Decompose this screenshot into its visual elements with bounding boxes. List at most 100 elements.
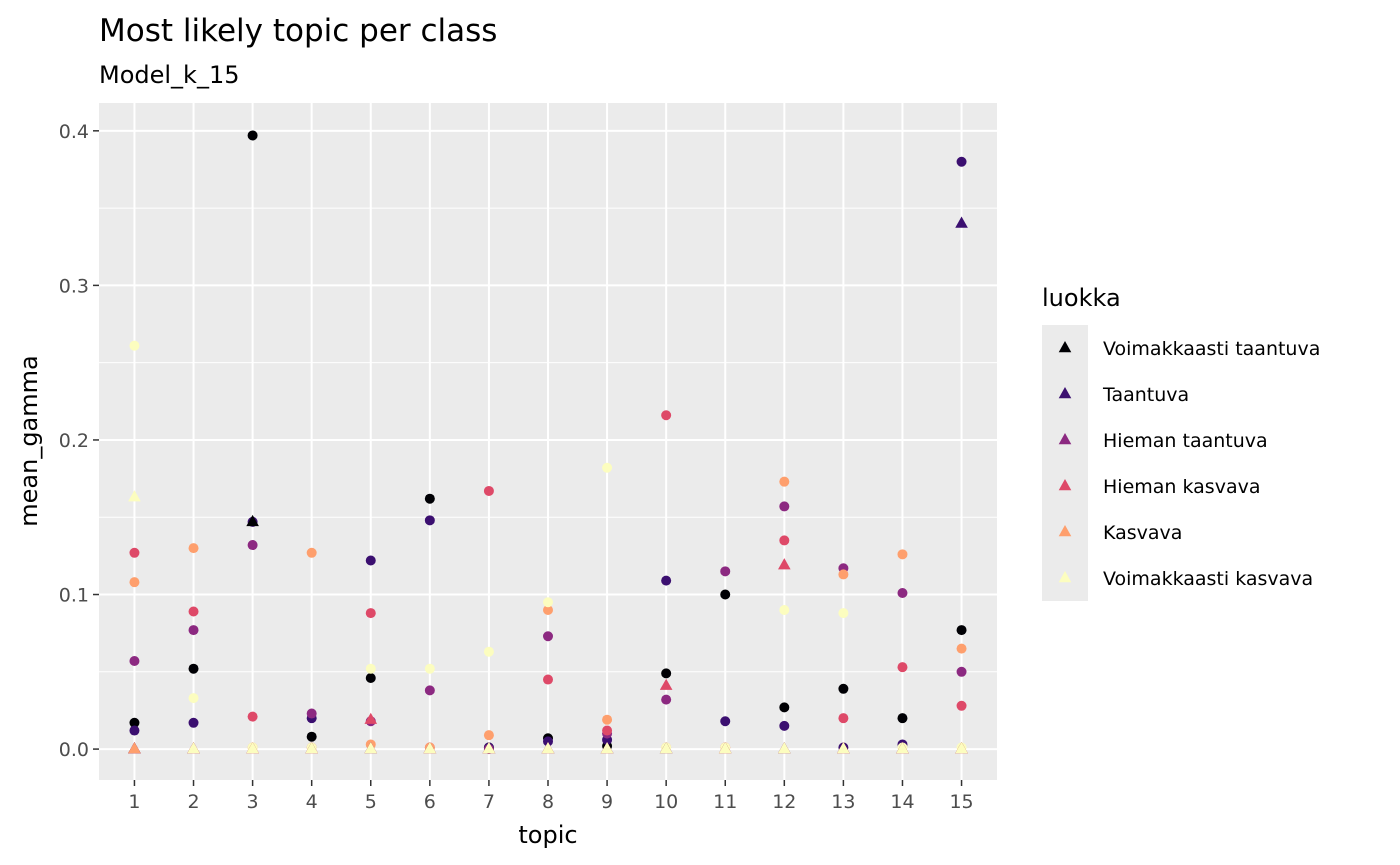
data-point-triangle [778, 742, 791, 754]
data-point-triangle [955, 742, 968, 754]
data-point-circle [838, 713, 849, 724]
y-tick-label: 0.3 [59, 275, 89, 297]
legend-title: luokka [1042, 284, 1121, 312]
chart-title: Most likely topic per class [99, 13, 497, 49]
x-tick-label: 7 [483, 791, 495, 813]
legend-label: Taantuva [1102, 384, 1189, 406]
data-point-circle [602, 714, 613, 725]
data-point-triangle [482, 742, 496, 754]
data-point-triangle [305, 742, 318, 754]
data-point-circle [365, 608, 376, 619]
data-point-circle [897, 549, 908, 560]
data-point-circle [956, 666, 967, 677]
data-point-triangle [896, 742, 909, 754]
data-point-circle [838, 569, 849, 580]
y-axis-title: mean_gamma [15, 355, 43, 526]
data-point-circle [779, 501, 790, 512]
x-tick-label: 12 [772, 791, 796, 813]
data-point-circle [897, 662, 908, 673]
legend-label: Voimakkaasti kasvava [1103, 568, 1313, 590]
data-point-circle [956, 156, 967, 167]
legend-key-triangle [1058, 387, 1072, 399]
data-point-circle [779, 604, 790, 615]
data-point-circle [838, 683, 849, 694]
data-point-circle [779, 535, 790, 546]
data-point-circle [129, 340, 140, 351]
x-tick-label: 9 [601, 791, 613, 813]
data-point-circle [602, 725, 613, 736]
data-point-circle [424, 493, 435, 504]
data-point-circle [661, 575, 672, 586]
data-point-circle [661, 668, 672, 679]
data-point-circle [424, 515, 435, 526]
data-point-circle [188, 663, 199, 674]
legend: luokka Voimakkaasti taantuva Taantuva Hiem… [1042, 284, 1320, 601]
data-point-circle [956, 643, 967, 654]
data-point-circle [956, 625, 967, 636]
data-point-circle [247, 711, 258, 722]
data-point-circle [483, 646, 494, 657]
data-point-triangle [246, 514, 259, 527]
y-tick-label: 0.1 [59, 585, 89, 607]
x-tick-label: 3 [247, 791, 259, 813]
legend-label: Hieman kasvava [1103, 476, 1260, 498]
data-point-circle [543, 631, 553, 642]
data-point-circle [247, 540, 258, 551]
data-point-circle [306, 547, 317, 558]
data-point-circle [306, 731, 317, 742]
data-point-triangle [718, 742, 732, 754]
data-point-circle [838, 608, 849, 619]
data-point-circle [543, 674, 553, 685]
x-tick-label: 11 [713, 791, 737, 813]
data-point-circle [188, 717, 199, 728]
data-point-circle [129, 725, 140, 736]
data-point-triangle [364, 712, 378, 724]
legend-key-triangle [1058, 341, 1072, 353]
data-points [128, 130, 968, 755]
y-axis: 0.0 0.1 0.2 0.3 0.4 [59, 121, 99, 761]
data-point-circle [306, 708, 317, 719]
data-point-triangle [128, 490, 141, 502]
x-axis-title: topic [518, 821, 577, 849]
x-tick-label: 4 [306, 791, 318, 813]
data-point-circle [543, 604, 553, 615]
data-point-circle [365, 663, 376, 674]
data-point-circle [129, 655, 140, 666]
data-point-circle [188, 693, 199, 704]
data-point-circle [129, 717, 140, 728]
x-tick-label: 14 [890, 791, 914, 813]
data-point-circle [129, 577, 140, 588]
data-point-circle [365, 555, 376, 566]
data-point-triangle [600, 742, 614, 754]
data-point-circle [483, 730, 494, 741]
data-point-circle [779, 702, 790, 713]
data-point-triangle [837, 742, 850, 754]
data-point-triangle [128, 742, 141, 754]
data-point-circle [129, 547, 140, 558]
legend-key-triangle [1058, 433, 1072, 445]
x-axis: 1 2 3 4 5 6 7 8 9 10 11 12 13 14 15 [128, 780, 974, 813]
data-point-circle [247, 130, 258, 141]
data-point-circle [720, 589, 731, 600]
legend-label: Hieman taantuva [1103, 430, 1268, 452]
data-point-circle [365, 672, 376, 683]
data-point-triangle [364, 742, 378, 754]
x-tick-label: 5 [365, 791, 377, 813]
data-point-circle [543, 597, 553, 608]
data-point-triangle [246, 742, 259, 754]
y-tick-label: 0.4 [59, 121, 89, 143]
data-point-circle [779, 476, 790, 487]
data-point-circle [424, 663, 435, 674]
data-point-triangle [659, 678, 673, 690]
data-point-circle [602, 462, 613, 473]
x-tick-label: 8 [542, 791, 554, 813]
data-point-circle [424, 685, 435, 696]
data-point-circle [483, 485, 494, 496]
data-point-triangle [187, 742, 200, 754]
chart-subtitle: Model_k_15 [99, 61, 240, 89]
data-point-circle [897, 713, 908, 724]
data-point-circle [956, 700, 967, 711]
x-tick-label: 13 [831, 791, 855, 813]
y-tick-label: 0.2 [59, 430, 89, 452]
